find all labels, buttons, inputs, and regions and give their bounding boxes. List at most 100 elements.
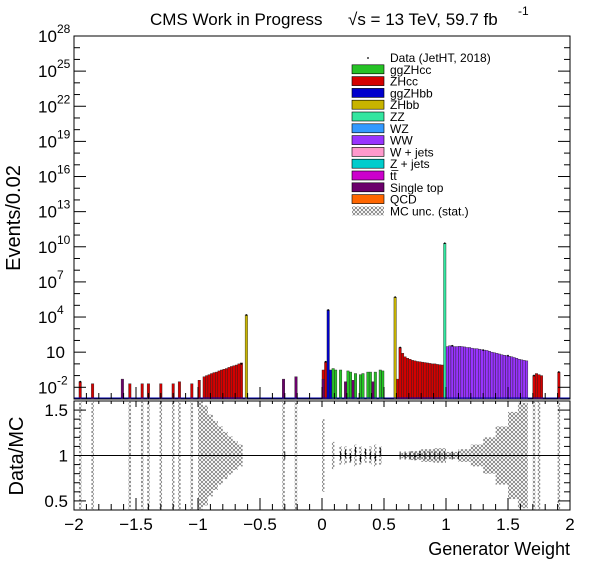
legend-swatch-qcd [351,194,385,204]
ratio-point [424,454,426,457]
ratio-point [354,450,357,452]
bar-zhcc [403,356,407,400]
legend-label-w-jets: W + jets [390,145,434,159]
data-markers [79,242,560,383]
ratio-point [438,454,441,457]
ratio-point [414,455,416,458]
bar-ggzhcc [381,370,385,400]
bar-ww [500,354,504,400]
bar-zhcc [230,366,233,400]
legend-label-mc-unc-stat: MC unc. (stat.) [390,204,469,218]
bar-zhcc [205,375,209,400]
top-y-tick-exponent: 25 [57,57,71,71]
data-point [399,346,402,349]
data-point [557,371,560,373]
ratio-point [379,450,382,453]
legend-label-single-top: Single top [390,181,444,195]
legend-swatch-ggzhcc [351,64,385,75]
top-y-tick-label: 10 [38,97,57,116]
bar-ww [495,353,499,400]
legend-swatch-ww [351,135,385,145]
bar-ww [453,346,457,400]
bar-zhcc [215,371,219,400]
legend-label-zz: ZZ [390,110,405,124]
bar-ww [455,346,459,400]
data-point [327,309,330,311]
bar-ww [450,345,454,400]
bar-ggzhcc [373,371,377,400]
bar-ww [468,347,472,400]
bar-ggzhcc [334,369,338,400]
bar-ww [470,347,474,400]
bar-zhcc [217,370,221,400]
bar-ww [463,346,467,400]
bar-single-top [120,378,124,400]
bar-zhcc [537,374,541,400]
top-y-tick-exponent: 10 [57,233,71,247]
top-y-tick-label: 10 [38,203,57,222]
ratio-point [349,456,352,459]
bar-zhcc [423,362,427,400]
bar-ww [510,356,514,400]
data-point [324,360,327,363]
legend-label-tt: tt̅ [390,169,399,183]
top-y-tick-exponent: 19 [57,127,71,141]
bar-single-top [294,376,298,400]
data-point [245,314,248,316]
legend: Data (JetHT, 2018)ggZHccZHccggZHbbZHbbZZ… [351,51,491,218]
ratio-point [451,454,454,457]
legend-label-ww: WW [390,134,413,148]
x-tick-label: 1 [441,515,450,534]
top-y-tick-label: 10 [38,62,57,81]
top-y-tick-label: 10 [38,308,57,327]
ratio-point [428,454,431,457]
x-tick-label: −0.5 [243,515,277,534]
top-y-tick-label: 10 [46,343,65,362]
ratio-y-tick-label: 1 [59,447,68,466]
top-y-tick-exponent: 4 [57,303,64,317]
top-y-tick-exponent: 7 [57,268,64,282]
title-cms: CMS Work in Progress [150,10,323,29]
legend-swatch-ggzhbb [351,88,385,98]
bar-single-top [371,381,375,400]
ratio-points [283,446,460,463]
top-y-tick-exponent: -2 [57,373,68,387]
data-point [79,380,82,383]
bar-ggzhbb [329,369,333,400]
top-y-tick-exponent: 13 [57,198,71,212]
bar-zhcc [78,381,82,400]
title-energy-lumi: √s = 13 TeV, 59.7 fb [348,10,498,29]
bar-zhcc [435,364,439,400]
bar-zhcc [202,376,206,400]
ratio-point [374,456,377,459]
bar-ww [522,360,526,400]
bar-zhcc [535,373,538,400]
bar-ww [478,348,481,400]
top-y-axis-title: Events/0.02 [3,165,25,271]
bar-zhcc [225,368,228,400]
bar-zhbb [393,296,397,400]
bar-ww [525,360,529,400]
x-tick-label: −2 [64,515,83,534]
legend-swatch-tt [351,170,385,181]
bar-single-top [282,378,286,400]
bar-zhcc [140,383,144,400]
bar-zhcc [177,381,181,400]
bar-zhcc [401,353,405,400]
bar-ww [480,349,484,400]
bar-ww [465,347,469,400]
data-point [394,296,397,299]
bar-zhcc [540,375,543,400]
ratio-point [433,454,436,457]
legend-label-qcd: QCD [390,193,417,207]
bar-ggzhcc [349,371,352,400]
bar-ww [485,350,489,400]
ratio-point [419,453,421,456]
legend-label-ggzhbb: ggZHbb [390,86,433,100]
bar-zhcc [425,362,429,400]
ratio-y-axis: 1.5 1 0.5 [44,400,570,511]
bar-zhcc [227,367,231,400]
bar-ww [460,346,464,400]
legend-label-data-jetht-2018: Data (JetHT, 2018) [390,51,491,65]
